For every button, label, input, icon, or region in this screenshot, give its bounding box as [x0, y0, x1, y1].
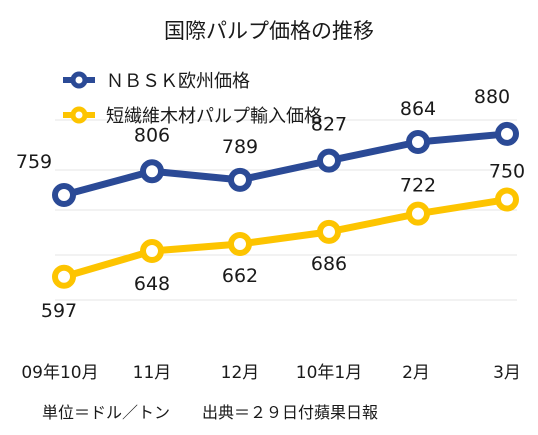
- data-label-0-1: 806: [134, 124, 170, 146]
- data-point-1-1: [140, 239, 164, 264]
- data-point-1-5: [495, 187, 519, 212]
- data-label-1-0: 597: [41, 300, 77, 322]
- data-label-0-5: 880: [474, 86, 510, 108]
- x-tick-label-5: 3月: [493, 363, 521, 383]
- data-label-1-4: 722: [400, 175, 436, 197]
- footnote: 単位＝ドル／トン 出典＝２９日付蘋果日報: [42, 403, 378, 422]
- data-point-0-0: [52, 183, 76, 207]
- plot-area: 759 806 789 827 864 880 597 648 662 686 722 750: [16, 86, 525, 322]
- data-label-0-0: 759: [16, 151, 52, 173]
- data-point-1-0: [52, 264, 76, 289]
- data-label-1-1: 648: [134, 273, 170, 295]
- legend-item-nbsk: ＮＢＳＫ欧州価格: [63, 71, 250, 92]
- x-tick-label-2: 12月: [221, 363, 260, 383]
- legend-label-hardwood: 短繊維木材パルプ輸入価格: [106, 106, 322, 127]
- data-point-1-3: [317, 219, 341, 244]
- chart-title: 国際パルプ価格の推移: [164, 19, 374, 43]
- x-tick-label-3: 10年1月: [296, 363, 362, 383]
- data-label-1-5: 750: [489, 161, 525, 183]
- x-tick-label-4: 2月: [402, 363, 430, 383]
- data-point-0-2: [228, 167, 252, 192]
- data-label-0-3: 827: [311, 114, 347, 136]
- data-point-0-5: [495, 121, 519, 146]
- series-line-1: [60, 196, 511, 281]
- x-axis: 09年10月 11月 12月 10年1月 2月 3月: [21, 363, 521, 383]
- legend-item-hardwood: 短繊維木材パルプ輸入価格: [63, 106, 322, 127]
- legend: ＮＢＳＫ欧州価格 短繊維木材パルプ輸入価格: [63, 71, 322, 127]
- legend-marker-hardwood: [70, 106, 88, 124]
- data-point-0-1: [140, 159, 164, 184]
- data-label-0-2: 789: [222, 136, 258, 158]
- data-label-0-4: 864: [400, 98, 436, 120]
- legend-marker-nbsk: [70, 71, 88, 89]
- data-label-1-2: 662: [222, 265, 258, 287]
- data-label-1-3: 686: [311, 253, 347, 275]
- x-tick-label-1: 11月: [133, 363, 172, 383]
- data-point-1-2: [228, 231, 252, 256]
- data-point-1-4: [406, 201, 430, 226]
- legend-label-nbsk: ＮＢＳＫ欧州価格: [106, 71, 250, 92]
- data-point-0-4: [406, 130, 430, 154]
- x-tick-label-0: 09年10月: [21, 363, 98, 383]
- data-point-0-3: [317, 148, 341, 173]
- series-line-0: [60, 130, 511, 199]
